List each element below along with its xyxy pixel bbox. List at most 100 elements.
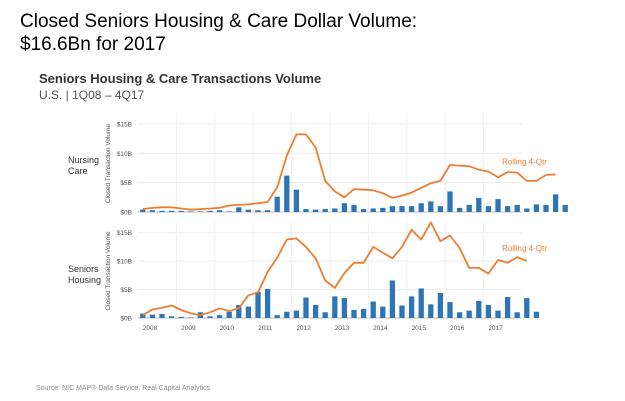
bar	[226, 311, 232, 318]
bar	[303, 209, 309, 212]
bar	[370, 208, 376, 212]
bar	[168, 316, 175, 318]
bar	[418, 288, 424, 318]
source-note: Source: NIC MAP® Data Service, Real Capi…	[36, 385, 211, 392]
bar	[216, 315, 223, 318]
bar	[255, 291, 261, 318]
bar	[428, 304, 434, 318]
bar	[514, 204, 520, 212]
bar	[341, 203, 348, 212]
bar	[322, 312, 328, 318]
bar	[274, 315, 280, 318]
bar	[495, 310, 501, 318]
x-tick-label: 2011	[258, 325, 272, 332]
bar	[495, 199, 501, 212]
panel-label-line: Housing	[68, 275, 102, 285]
y-axis-title: Closed Transaction Volume	[105, 231, 112, 311]
bar	[456, 207, 463, 212]
bar	[485, 304, 492, 318]
slide-title-line1: Closed Seniors Housing & Care Dollar Vol…	[20, 11, 418, 32]
bar	[255, 210, 261, 212]
bar	[245, 209, 252, 212]
bar	[533, 204, 540, 212]
bar	[188, 211, 194, 212]
y-tick-label: $15B	[117, 121, 132, 128]
bar	[514, 312, 520, 318]
slide-title-line2: $16.6Bn for 2017	[20, 34, 166, 55]
bar	[418, 203, 424, 212]
bar	[293, 189, 300, 212]
bar	[504, 296, 511, 318]
x-tick-label: 2008	[143, 325, 158, 332]
bar	[168, 210, 175, 212]
bar	[159, 314, 165, 318]
panel-label-line: Nursing	[68, 155, 100, 165]
bar	[524, 208, 530, 212]
bar	[351, 204, 357, 212]
y-tick-label: $5B	[120, 180, 132, 187]
bar	[149, 210, 156, 212]
bar	[178, 210, 184, 212]
bar	[332, 296, 338, 318]
x-tick-label: 2014	[373, 325, 388, 332]
bar	[351, 310, 357, 318]
bar	[504, 206, 511, 212]
line-label: Rolling 4-Qtr	[502, 157, 547, 166]
bar	[533, 311, 540, 318]
bar	[236, 304, 242, 318]
bar	[197, 211, 204, 212]
bar	[360, 209, 367, 212]
bar	[226, 211, 232, 212]
y-tick-label: $5B	[120, 287, 132, 294]
x-tick-label: 2017	[488, 325, 503, 332]
y-axis-title: Closed Transaction Volume	[105, 124, 112, 204]
bar	[178, 316, 184, 318]
bar	[322, 209, 328, 212]
bar	[207, 210, 213, 212]
rolling-4qtr-line	[142, 133, 556, 211]
bar	[456, 312, 463, 318]
bar	[159, 210, 165, 212]
bar	[408, 206, 415, 212]
x-tick-label: 2016	[450, 325, 465, 332]
bar	[312, 304, 319, 318]
y-tick-label: $15B	[117, 230, 132, 237]
bar	[476, 197, 482, 212]
bar	[332, 208, 338, 212]
x-tick-label: 2010	[220, 325, 235, 332]
panel-label-line: Care	[68, 166, 88, 176]
bar	[293, 310, 300, 318]
bar	[341, 298, 348, 318]
bar	[466, 204, 472, 212]
bar	[389, 206, 396, 212]
rolling-4qtr-line	[142, 221, 528, 317]
bar	[140, 209, 146, 212]
bar	[399, 206, 405, 212]
bar	[399, 305, 405, 318]
bar	[437, 206, 444, 212]
bar	[428, 201, 434, 212]
bar	[140, 313, 146, 318]
panel-label-seniors-housing: Seniors Housing	[68, 264, 101, 286]
bar	[476, 300, 482, 318]
bar	[408, 296, 415, 318]
bar	[264, 210, 271, 212]
bar	[360, 308, 367, 318]
bar	[149, 314, 156, 318]
bar	[524, 298, 530, 318]
bar	[303, 297, 309, 318]
y-tick-label: $0B	[120, 316, 132, 323]
y-tick-label: $0B	[120, 210, 132, 217]
bar	[485, 206, 492, 212]
bar	[447, 302, 453, 318]
x-tick-label: 2015	[412, 325, 427, 332]
bar	[447, 191, 453, 212]
bar	[236, 207, 242, 212]
bar	[284, 175, 290, 212]
bar	[274, 196, 280, 212]
x-tick-label: 2009	[181, 325, 196, 332]
bar	[370, 301, 376, 318]
bar	[284, 311, 290, 318]
chart-title: Seniors Housing & Care Transactions Volu…	[39, 71, 322, 86]
